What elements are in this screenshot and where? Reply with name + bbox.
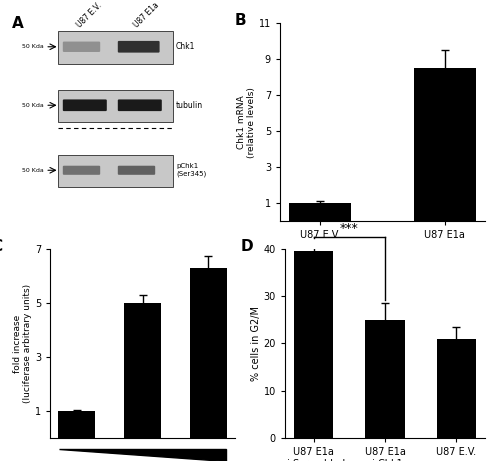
Text: 50 Kda: 50 Kda: [22, 103, 44, 108]
FancyBboxPatch shape: [58, 90, 173, 122]
Text: tubulin: tubulin: [176, 101, 203, 110]
Polygon shape: [58, 449, 226, 461]
Bar: [124, 303, 160, 438]
Bar: [414, 68, 476, 221]
Text: 50 Kda: 50 Kda: [22, 44, 44, 49]
Text: 50 Kda: 50 Kda: [22, 168, 44, 173]
Text: ***: ***: [340, 222, 358, 235]
Text: pChk1
(Ser345): pChk1 (Ser345): [176, 163, 206, 177]
Text: A: A: [12, 16, 24, 31]
Text: U87 E1a: U87 E1a: [132, 0, 161, 29]
Y-axis label: fold increase
(luciferase arbitrary units): fold increase (luciferase arbitrary unit…: [12, 284, 32, 403]
Text: B: B: [235, 13, 246, 28]
Text: U87 E.V.: U87 E.V.: [75, 0, 104, 29]
Bar: [58, 411, 94, 438]
Bar: [190, 268, 226, 438]
Y-axis label: Chk1 mRNA
(relative levels): Chk1 mRNA (relative levels): [236, 87, 256, 158]
Text: C: C: [0, 240, 2, 254]
FancyBboxPatch shape: [118, 41, 160, 53]
FancyBboxPatch shape: [58, 31, 173, 64]
Y-axis label: % cells in G2/M: % cells in G2/M: [251, 306, 261, 381]
FancyBboxPatch shape: [118, 100, 162, 111]
Bar: [366, 320, 405, 438]
FancyBboxPatch shape: [63, 165, 100, 175]
FancyBboxPatch shape: [63, 100, 107, 111]
Bar: [290, 203, 352, 221]
Bar: [294, 251, 334, 438]
FancyBboxPatch shape: [118, 165, 155, 175]
FancyBboxPatch shape: [58, 155, 173, 187]
Text: D: D: [241, 240, 254, 254]
FancyBboxPatch shape: [63, 41, 100, 52]
Bar: [436, 339, 476, 438]
Text: Chk1: Chk1: [176, 42, 196, 51]
